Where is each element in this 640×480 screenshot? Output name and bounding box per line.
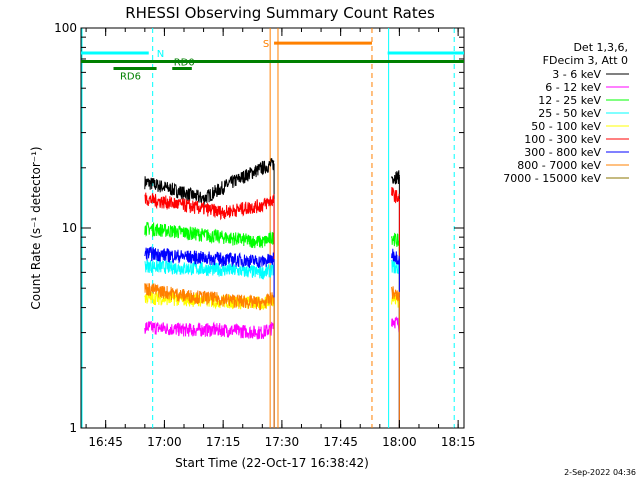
legend-entry-label: 800 - 7000 keV: [517, 159, 601, 172]
x-tick-label: 17:00: [147, 435, 182, 449]
series-line: [144, 246, 275, 269]
saa-flag-label: S: [263, 39, 269, 50]
x-tick-label: 16:45: [88, 435, 123, 449]
series-line: [144, 221, 275, 249]
series-line: [391, 248, 400, 266]
legend-header-line-2: FDecim 3, Att 0: [543, 54, 628, 67]
x-tick-label: 18:15: [441, 435, 476, 449]
legend-entry-label: 6 - 12 keV: [545, 81, 601, 94]
x-tick-label: 17:45: [323, 435, 358, 449]
axes-layer: 16:45 17:00 17:15 17:30 17:45 18:00 18:15 1 10 10…: [54, 21, 475, 449]
series-line: [391, 293, 400, 308]
legend-entry-label: 50 - 100 keV: [531, 120, 601, 133]
series-line: [144, 158, 275, 206]
x-axis-label: Start Time (22-Oct-17 16:38:42): [175, 456, 369, 470]
series-line: [144, 192, 275, 221]
series-line: [391, 316, 400, 333]
y-axis-label: Count Rate (s⁻¹ detector⁻¹): [29, 146, 43, 309]
timestamp: 2-Sep-2022 04:36: [564, 468, 636, 477]
rd6-label: RD6: [120, 71, 141, 82]
series-line: [391, 259, 400, 276]
night-flag-label: N: [157, 49, 164, 60]
legend-entry-label: 12 - 25 keV: [538, 94, 601, 107]
legend-entry-label: 25 - 50 keV: [538, 107, 601, 120]
series-line: [391, 186, 400, 204]
series-line: [391, 232, 400, 248]
legend-header-line-1: Det 1,3,6,: [573, 41, 628, 54]
y-tick-label: 10: [62, 221, 77, 235]
legend-entry-label: 3 - 6 keV: [552, 68, 601, 81]
flags-layer: N S RD6 RD0: [81, 28, 464, 428]
series-line: [144, 259, 275, 280]
x-tick-label: 17:30: [265, 435, 300, 449]
y-tick-label: 100: [54, 21, 77, 35]
series-line: [391, 170, 400, 185]
series-line: [391, 286, 400, 302]
legend-entry-label: 100 - 300 keV: [524, 133, 601, 146]
rd0-label: RD0: [174, 57, 195, 68]
legend-entry-label: 7000 - 15000 keV: [503, 172, 601, 185]
x-tick-label: 18:00: [382, 435, 417, 449]
series-line: [144, 282, 275, 311]
x-tick-label: 17:15: [206, 435, 241, 449]
legend-entry-label: 300 - 800 keV: [524, 146, 601, 159]
chart-title: RHESSI Observing Summary Count Rates: [125, 4, 435, 22]
plot-frame: [80, 27, 465, 429]
y-tick-label: 1: [69, 421, 77, 435]
series-line: [144, 320, 275, 340]
series-layer: [144, 158, 400, 428]
